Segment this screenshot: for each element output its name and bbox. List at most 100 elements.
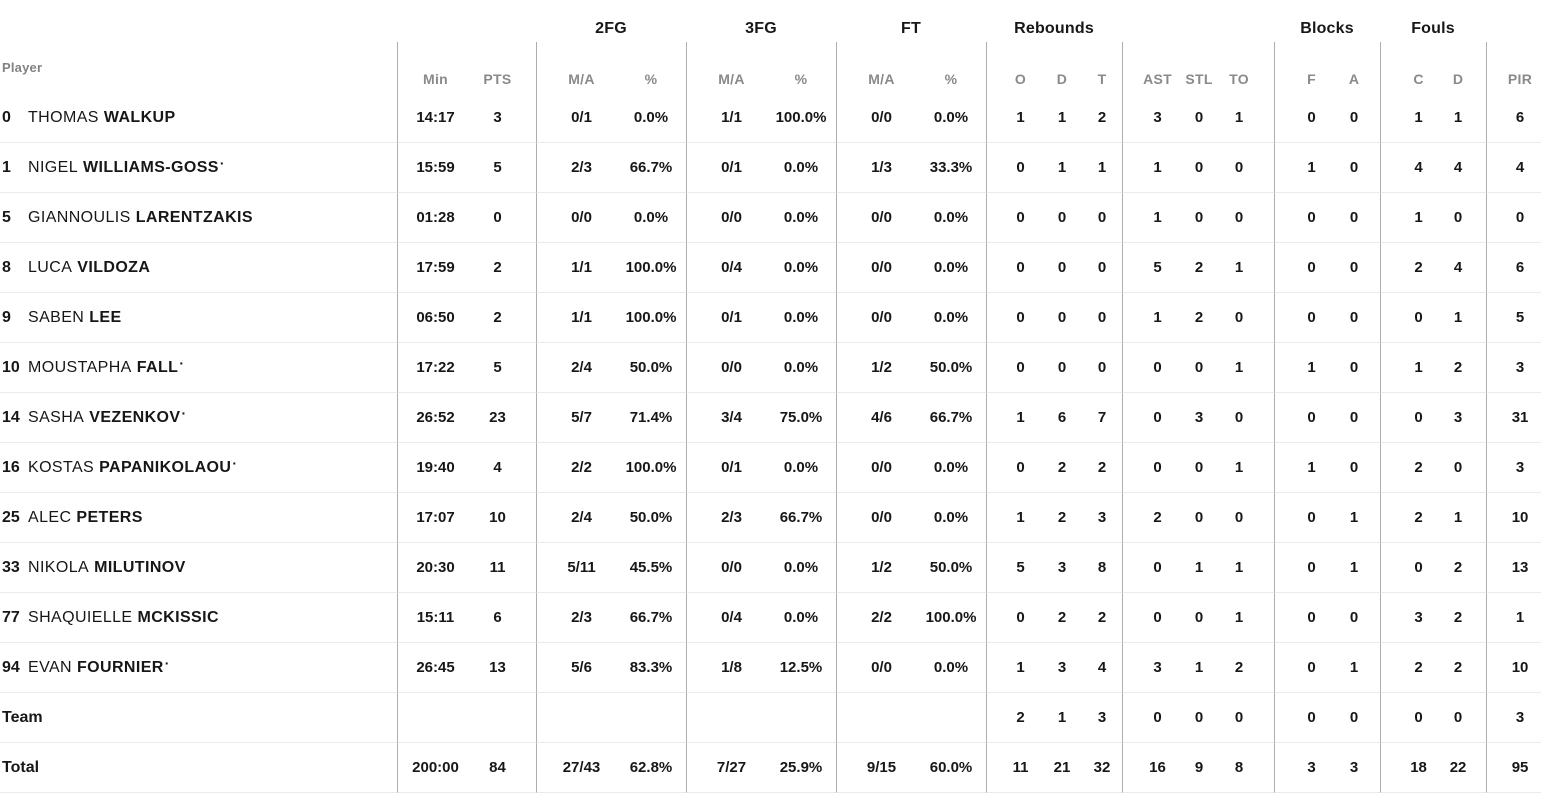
- stat-blk-a: 0: [1336, 193, 1381, 243]
- stat-pir: 0: [1486, 193, 1541, 243]
- stat-pir: 1: [1486, 593, 1541, 643]
- stat-3fg-ma: 0/0: [686, 543, 766, 593]
- stat-3fg-ma: 3/4: [686, 393, 766, 443]
- player-row[interactable]: 94 EVAN FOURNIER· 26:45 13 5/6 83.3% 1/8 12.5% 0/…: [0, 643, 1541, 693]
- stat-3fg-pct: [766, 693, 836, 743]
- stat-reb-d: 0: [1042, 243, 1083, 293]
- stat-blk-f: 0: [1274, 393, 1337, 443]
- stat-reb-d: 0: [1042, 193, 1083, 243]
- stat-to: 1: [1220, 543, 1275, 593]
- player-row[interactable]: 10 MOUSTAPHA FALL· 17:22 5 2/4 50.0% 0/0 0.0% 1/2…: [0, 343, 1541, 393]
- stat-blk-f: 0: [1274, 193, 1337, 243]
- stat-3fg-ma: 0/0: [686, 193, 766, 243]
- stat-2fg-ma: 1/1: [536, 243, 616, 293]
- stat-foul-c: 2: [1380, 243, 1445, 293]
- stat-pir: 3: [1486, 343, 1541, 393]
- player-row[interactable]: 8 LUCA VILDOZA 17:59 2 1/1 100.0% 0/4 0.0% 0/0 0.0…: [0, 243, 1541, 293]
- col-header-min: Min: [397, 42, 467, 93]
- stat-3fg-pct: 66.7%: [766, 493, 836, 543]
- stat-pts: 5: [467, 343, 536, 393]
- player-row[interactable]: 0 THOMAS WALKUP 14:17 3 0/1 0.0% 1/1 100.0% 0/0 0.…: [0, 93, 1541, 143]
- player-last-name: FOURNIER: [76, 658, 164, 676]
- player-row[interactable]: 16 KOSTAS PAPANIKOLAOU· 19:40 4 2/2 100.0% 0/1 0…: [0, 443, 1541, 493]
- stat-foul-c: 2: [1380, 643, 1445, 693]
- player-row[interactable]: 33 NIKOLA MILUTINOV 20:30 11 5/11 45.5% 0/0 0.0%…: [0, 543, 1541, 593]
- player-name-cell: 10 MOUSTAPHA FALL·: [0, 343, 397, 393]
- stat-ft-pct: 33.3%: [916, 143, 987, 193]
- stat-ast: 1: [1122, 143, 1179, 193]
- row-label-cell: Team: [0, 693, 397, 743]
- stat-foul-d: 0: [1444, 443, 1487, 493]
- col-header-blk-a: A: [1348, 71, 1360, 88]
- stat-reb-t: 32: [1082, 743, 1123, 793]
- stat-reb-o: 0: [986, 193, 1043, 243]
- player-number: 5: [2, 208, 11, 226]
- stat-reb-t: 2: [1082, 593, 1123, 643]
- stat-ft-pct: 0.0%: [916, 493, 987, 543]
- stat-foul-c: 2: [1380, 493, 1445, 543]
- player-row[interactable]: 1 NIGEL WILLIAMS-GOSS· 15:59 5 2/3 66.7% 0/1 0.0…: [0, 143, 1541, 193]
- player-first-name: SABEN: [28, 308, 85, 326]
- col-header-3fg-ma: M/A: [686, 42, 766, 93]
- stat-reb-o: 0: [986, 243, 1043, 293]
- stat-reb-d: 21: [1042, 743, 1083, 793]
- starter-mark: ·: [181, 404, 187, 421]
- stat-reb-o: 0: [986, 593, 1043, 643]
- stat-reb-t: 2: [1082, 443, 1123, 493]
- player-first-name: EVAN: [28, 658, 72, 676]
- stat-ft-ma: 0/0: [836, 93, 916, 143]
- stat-pir: 6: [1486, 243, 1541, 293]
- player-first-name: NIGEL: [28, 158, 79, 176]
- stat-pts: 3: [467, 93, 536, 143]
- stat-3fg-ma: 0/1: [686, 143, 766, 193]
- stat-2fg-ma: 27/43: [536, 743, 616, 793]
- stat-pir: 5: [1486, 293, 1541, 343]
- stat-ast: 0: [1122, 543, 1179, 593]
- stat-min: 17:07: [397, 493, 467, 543]
- player-row[interactable]: 77 SHAQUIELLE MCKISSIC 15:11 6 2/3 66.7% 0/4 0.0…: [0, 593, 1541, 643]
- stat-3fg-pct: 75.0%: [766, 393, 836, 443]
- col-header-2fg-ma: M/A: [536, 42, 616, 93]
- stat-3fg-ma: [686, 693, 766, 743]
- player-number: 33: [2, 558, 20, 576]
- stat-blk-a: 0: [1336, 93, 1381, 143]
- stat-min: 20:30: [397, 543, 467, 593]
- group-header-rebounds: Rebounds: [1014, 20, 1094, 37]
- stat-ft-ma: 1/2: [836, 543, 916, 593]
- stat-3fg-ma: 1/8: [686, 643, 766, 693]
- stat-3fg-ma: 0/1: [686, 443, 766, 493]
- stat-reb-d: 2: [1042, 493, 1083, 543]
- stat-ast: 16: [1122, 743, 1179, 793]
- group-header-blocks: Blocks: [1300, 20, 1354, 37]
- player-last-name: FALL: [136, 358, 179, 376]
- player-row[interactable]: 14 SASHA VEZENKOV· 26:52 23 5/7 71.4% 3/4 75.0% 4…: [0, 393, 1541, 443]
- player-row[interactable]: 5 GIANNOULIS LARENTZAKIS 01:28 0 0/0 0.0% 0/0 0.…: [0, 193, 1541, 243]
- stat-foul-d: 0: [1444, 693, 1487, 743]
- stat-2fg-pct: 50.0%: [616, 343, 686, 393]
- stat-min: 06:50: [397, 293, 467, 343]
- group-header-spacer: [1122, 0, 1274, 42]
- stat-3fg-pct: 0.0%: [766, 443, 836, 493]
- stat-pir: 95: [1486, 743, 1541, 793]
- stat-ft-ma: 0/0: [836, 293, 916, 343]
- player-row[interactable]: 9 SABEN LEE 06:50 2 1/1 100.0% 0/1 0.0% 0/0 0.0% 0 0…: [0, 293, 1541, 343]
- stat-ft-ma: 4/6: [836, 393, 916, 443]
- stat-reb-t: 0: [1082, 343, 1123, 393]
- stat-2fg-pct: 62.8%: [616, 743, 686, 793]
- player-first-name: NIKOLA: [28, 558, 90, 576]
- player-name-cell: 77 SHAQUIELLE MCKISSIC: [0, 593, 397, 643]
- stat-foul-c: 2: [1380, 443, 1445, 493]
- total-row-label: Total: [2, 758, 40, 776]
- player-row[interactable]: 25 ALEC PETERS 17:07 10 2/4 50.0% 2/3 66.7% 0/0 0.…: [0, 493, 1541, 543]
- stat-2fg-pct: 71.4%: [616, 393, 686, 443]
- stat-stl: 0: [1178, 93, 1221, 143]
- stat-foul-c: 1: [1380, 93, 1445, 143]
- stat-pir: 6: [1486, 93, 1541, 143]
- stat-blk-a: 3: [1336, 743, 1381, 793]
- team-row: Team 2 1 3 0 0 0 0 0 0 0 3: [0, 693, 1541, 743]
- player-first-name: MOUSTAPHA: [28, 358, 132, 376]
- col-header-blk-f: F: [1274, 42, 1336, 93]
- stat-2fg-pct: 50.0%: [616, 493, 686, 543]
- stat-to: 0: [1220, 493, 1275, 543]
- stat-to: 8: [1220, 743, 1275, 793]
